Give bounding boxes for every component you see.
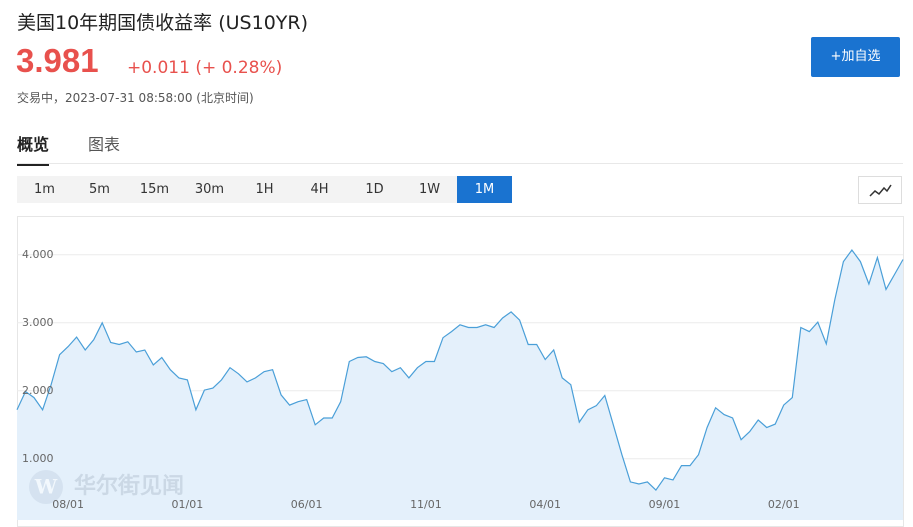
- watermark-text: 华尔街见闻: [74, 473, 184, 499]
- period-button[interactable]: 4H: [310, 182, 329, 197]
- period-button[interactable]: 1W: [418, 182, 441, 197]
- y-tick-label: 2.000: [22, 384, 54, 397]
- tab[interactable]: 图表: [88, 135, 121, 154]
- tab[interactable]: 概览: [17, 131, 50, 166]
- change: +0.011 (+ 0.28%): [127, 58, 282, 78]
- title-text: 美国10年期国债收益率: [17, 12, 213, 34]
- watermark: W 华尔街见闻: [29, 470, 184, 504]
- x-tick-label: 02/01: [768, 498, 800, 511]
- y-tick-label: 4.000: [22, 248, 54, 261]
- period-button[interactable]: 1M: [457, 176, 512, 203]
- x-tick-label: 08/01: [52, 498, 84, 511]
- x-tick-label: 06/01: [291, 498, 323, 511]
- area: [17, 250, 903, 520]
- x-tick-label: 04/01: [529, 498, 561, 511]
- period-button[interactable]: 1H: [255, 182, 274, 197]
- period-bar: 1m 5m 15m 30m 1H 4H 1D 1W 1M: [17, 176, 512, 203]
- period-button[interactable]: 5m: [89, 182, 110, 197]
- x-tick-label: 11/01: [410, 498, 442, 511]
- add-watchlist-button[interactable]: +加自选: [811, 37, 900, 77]
- svg-text:W: W: [34, 475, 58, 499]
- timezone: (北京时间): [196, 91, 254, 105]
- divider: [17, 163, 903, 164]
- period-button[interactable]: 1D: [365, 182, 384, 197]
- change-pct: (+ 0.28%): [195, 58, 283, 78]
- chart-type-button[interactable]: [858, 176, 902, 204]
- status: 交易中，2023-07-31 08:58:00 (北京时间): [17, 89, 254, 106]
- y-tick-label: 3.000: [22, 316, 54, 329]
- line: [16, 248, 904, 492]
- period-button[interactable]: 15m: [139, 182, 170, 197]
- title: 美国10年期国债收益率 (US10YR): [17, 8, 308, 35]
- y-tick-label: 1.000: [22, 452, 54, 465]
- status-text: 交易中，2023-07-31 08:58:00: [17, 91, 193, 105]
- price: 3.981: [16, 42, 99, 79]
- x-tick-label: 09/01: [649, 498, 681, 511]
- chart-icon: [869, 184, 892, 197]
- code: (US10YR): [218, 12, 309, 34]
- x-tick-label: 01/01: [172, 498, 204, 511]
- change-abs: +0.011: [127, 58, 190, 78]
- period-button[interactable]: 1m: [34, 182, 55, 197]
- period-button[interactable]: 30m: [194, 182, 225, 197]
